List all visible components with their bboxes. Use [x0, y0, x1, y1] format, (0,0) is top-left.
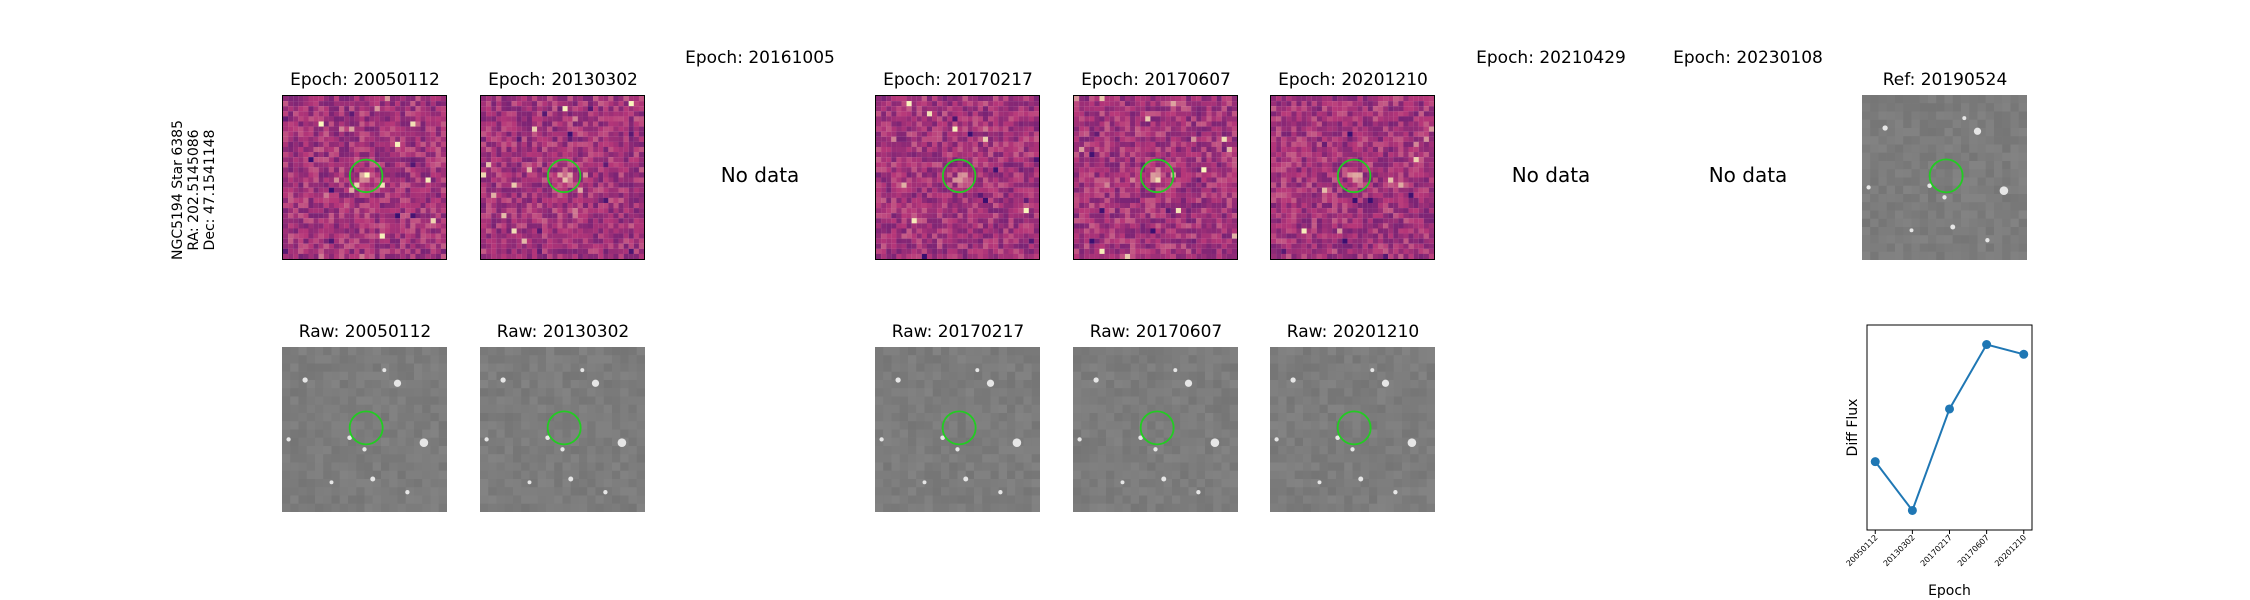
data-point-4	[1982, 340, 1992, 350]
ref-title: Ref: 20190524	[1882, 70, 2008, 90]
diff-title-5: Epoch: 20170607	[1081, 70, 1231, 90]
raw-image-4	[1073, 347, 1238, 512]
target-circle	[546, 158, 582, 194]
ref-image	[1862, 95, 2027, 260]
diff-title-4: Epoch: 20170217	[883, 70, 1033, 90]
diff-title-3: Epoch: 20161005	[685, 48, 835, 68]
diff-image-6	[1270, 95, 1435, 260]
target-circle	[1139, 410, 1175, 446]
raw-title-4: Raw: 20170607	[1089, 322, 1223, 342]
raw-image-1	[282, 347, 447, 512]
x-tick-label-1: 20050112	[1845, 533, 1880, 568]
target-circle	[941, 158, 977, 194]
target-circle	[1139, 158, 1175, 194]
diff-title-1: Epoch: 20050112	[290, 70, 440, 90]
diff-image-5	[1073, 95, 1238, 260]
target-circle	[546, 410, 582, 446]
target-circle	[1336, 410, 1372, 446]
plot-area	[1866, 324, 2033, 531]
target-circle	[1336, 158, 1372, 194]
x-tick-label-5: 20201210	[1993, 533, 2028, 568]
raw-title-5: Raw: 20201210	[1286, 322, 1420, 342]
x-tick-label-3: 20170217	[1919, 533, 1954, 568]
x-axis-label: Epoch	[1928, 583, 1971, 599]
x-tick-label-2: 20130302	[1882, 533, 1917, 568]
diff-image-2	[480, 95, 645, 260]
raw-image-2	[480, 347, 645, 512]
target-circle	[348, 410, 384, 446]
raw-title-3: Raw: 20170217	[891, 322, 1025, 342]
raw-image-5	[1270, 347, 1435, 512]
raw-title-2: Raw: 20130302	[496, 322, 630, 342]
diff-image-1	[282, 95, 447, 260]
diff-image-4	[875, 95, 1040, 260]
nodata-3: No data	[720, 163, 800, 187]
data-point-1	[1870, 457, 1880, 467]
y-axis-label: Diff Flux	[1845, 399, 1861, 457]
raw-image-3	[875, 347, 1040, 512]
raw-title-1: Raw: 20050112	[298, 322, 432, 342]
nodata-8: No data	[1708, 163, 1788, 187]
star-label: NGC5194 Star 6385 RA: 202.5145086 Dec: 4…	[170, 110, 230, 270]
x-tick-label-4: 20170607	[1956, 533, 1991, 568]
target-circle	[1928, 158, 1964, 194]
star-ra: RA: 202.5145086	[186, 129, 202, 251]
data-point-2	[1907, 505, 1917, 515]
light-curve-chart: 20050112 20130302 20170217 20170607 20201210…	[1845, 324, 2033, 599]
star-dec: Dec: 47.1541148	[202, 129, 218, 251]
target-circle	[941, 410, 977, 446]
target-circle	[348, 158, 384, 194]
diff-title-6: Epoch: 20201210	[1278, 70, 1428, 90]
diff-title-2: Epoch: 20130302	[488, 70, 638, 90]
star-name: NGC5194 Star 6385	[170, 120, 186, 260]
nodata-7: No data	[1511, 163, 1591, 187]
data-point-3	[1945, 404, 1954, 414]
diff-title-7: Epoch: 20210429	[1476, 48, 1626, 68]
diff-title-8: Epoch: 20230108	[1673, 48, 1823, 68]
data-point-5	[2019, 349, 2029, 359]
